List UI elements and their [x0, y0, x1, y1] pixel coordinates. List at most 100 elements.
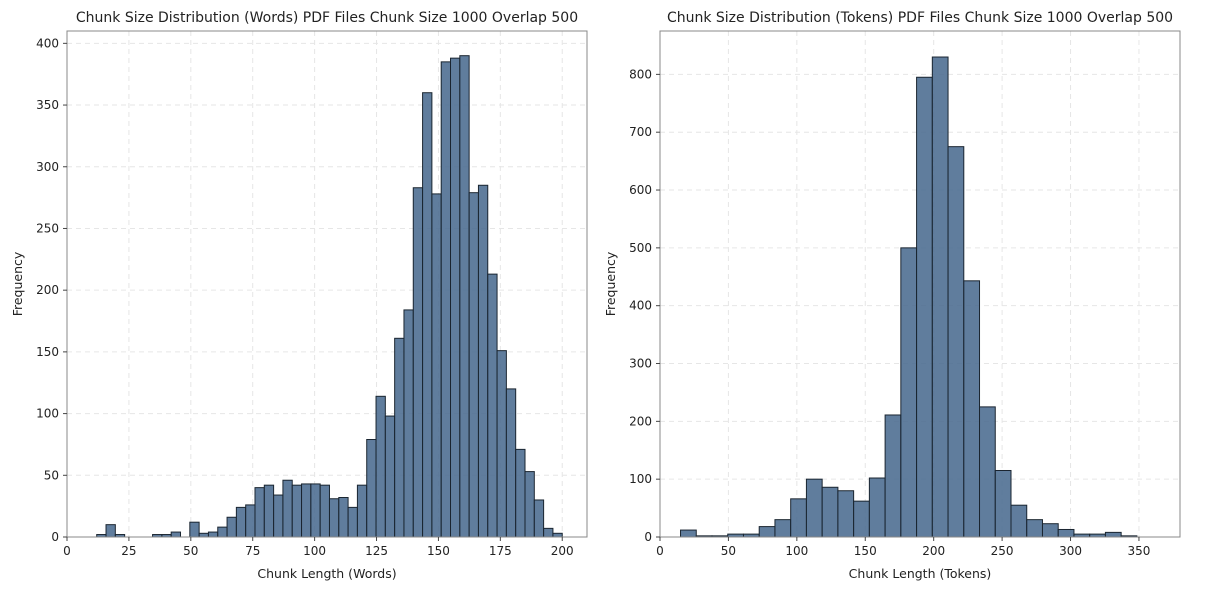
histogram-bar [412, 187, 424, 538]
x-tick-label: 25 [121, 544, 136, 558]
plot-frame [66, 30, 588, 538]
histogram-bar [254, 487, 265, 538]
histogram-bar [543, 527, 554, 538]
histogram-bar [263, 484, 275, 538]
histogram-bar [868, 477, 886, 538]
x-tick-label: 150 [854, 544, 877, 558]
y-tick-label: 250 [36, 221, 59, 235]
histogram-bar [217, 526, 228, 538]
histogram-bar [384, 415, 396, 538]
histogram-bar [198, 532, 209, 538]
x-tick-label: 250 [991, 544, 1014, 558]
bars [96, 55, 563, 538]
x-tick-label: 125 [365, 544, 388, 558]
y-tick-label: 50 [44, 468, 59, 482]
histogram-bar [375, 395, 386, 538]
x-tick-label: 50 [183, 544, 198, 558]
x-tick-label: 200 [922, 544, 945, 558]
y-tick-label: 700 [629, 125, 652, 139]
histogram-bar [1041, 523, 1059, 538]
x-tick-label: 50 [721, 544, 736, 558]
plot-frame [659, 30, 1181, 538]
histogram-bar [979, 406, 996, 538]
histogram-bar [301, 483, 312, 538]
histogram-bar [837, 490, 855, 538]
histogram-bar [235, 506, 247, 538]
histogram-bar [931, 56, 949, 538]
x-tick-label: 200 [551, 544, 574, 558]
histogram-bar [310, 483, 321, 538]
y-ticks: 0 50 100 150 200 250 300 350 400 [36, 36, 67, 544]
y-tick-label: 200 [629, 414, 652, 428]
histogram-bar [468, 192, 479, 538]
histogram-bar [226, 516, 237, 538]
y-tick-label: 800 [629, 67, 652, 81]
chart-title: Chunk Size Distribution (Tokens) PDF Fil… [667, 10, 1173, 26]
histogram-bar [758, 526, 776, 538]
histogram-bar [774, 519, 792, 538]
x-tick-label: 175 [489, 544, 512, 558]
histogram-bar [1026, 519, 1043, 538]
x-tick-label: 150 [427, 544, 450, 558]
histogram-bar [533, 499, 545, 538]
y-axis-label: Frequency [10, 251, 25, 316]
histogram-bar [821, 486, 839, 538]
x-tick-label: 300 [1059, 544, 1082, 558]
histogram-bar [394, 337, 405, 538]
histogram-bar [790, 498, 807, 538]
histogram-bar [273, 494, 284, 538]
y-tick-label: 100 [629, 472, 652, 486]
y-tick-label: 600 [629, 183, 652, 197]
histogram-bar [805, 478, 823, 538]
histogram-bar [245, 504, 256, 538]
histogram-bar [431, 193, 442, 538]
histogram-bar [207, 531, 219, 538]
histogram-bar [459, 55, 470, 538]
y-tick-label: 200 [36, 283, 59, 297]
y-ticks: 0 100 200 300 400 500 600 700 800 [629, 67, 660, 544]
histogram-bar [1010, 504, 1028, 538]
histogram-bar [477, 184, 489, 538]
x-tick-label: 75 [245, 544, 260, 558]
x-tick-label: 100 [303, 544, 326, 558]
histogram-bar [947, 146, 965, 538]
histogram-bar [347, 506, 358, 538]
histogram-bar [1104, 531, 1122, 538]
histogram-bar [440, 61, 452, 538]
histogram-bar [366, 439, 377, 538]
y-tick-label: 0 [51, 530, 59, 544]
histogram-bar [884, 414, 902, 538]
chart-words: Chunk Size Distribution (Words) PDF File… [10, 10, 588, 581]
histogram-bar [338, 497, 349, 538]
histogram-bar [189, 521, 200, 538]
histogram-bar [515, 448, 526, 538]
y-tick-label: 100 [36, 407, 59, 421]
chart-title: Chunk Size Distribution (Words) PDF File… [76, 10, 578, 26]
histogram-bar [1057, 528, 1075, 538]
histogram-bar [356, 484, 368, 538]
histogram-bar [524, 471, 535, 538]
x-tick-label: 350 [1127, 544, 1150, 558]
histogram-bar [916, 76, 933, 538]
histogram-bar [450, 57, 461, 538]
histogram-bar [403, 309, 414, 538]
y-tick-label: 350 [36, 98, 59, 112]
y-tick-label: 300 [36, 160, 59, 174]
histogram-bar [994, 469, 1012, 538]
histogram-bar [291, 484, 303, 538]
x-ticks: 0 50 100 150 200 250 300 350 [656, 537, 1150, 558]
histogram-bar [282, 479, 293, 538]
x-axis-label: Chunk Length (Words) [257, 566, 396, 581]
histogram-bar [680, 529, 697, 538]
y-tick-label: 300 [629, 357, 652, 371]
y-tick-label: 400 [629, 299, 652, 313]
histogram-bar [422, 92, 433, 538]
histogram-bar [552, 532, 563, 538]
histogram-bar [900, 247, 918, 538]
histogram-bar [505, 388, 517, 538]
y-tick-label: 0 [644, 530, 652, 544]
y-axis-label: Frequency [603, 251, 618, 316]
histogram-bar [487, 273, 498, 538]
histogram-bar [170, 531, 182, 538]
